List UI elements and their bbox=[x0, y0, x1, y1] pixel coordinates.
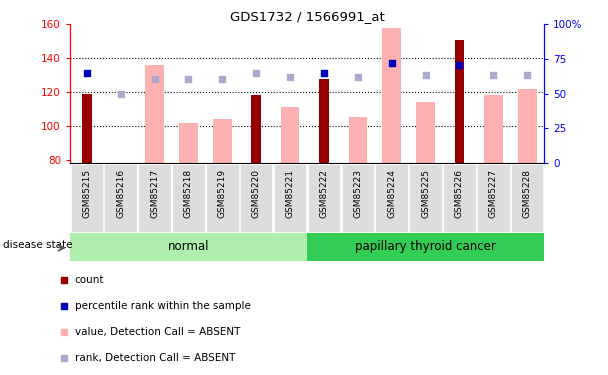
FancyBboxPatch shape bbox=[511, 164, 544, 232]
Point bbox=[421, 72, 430, 78]
Point bbox=[455, 62, 465, 68]
Bar bbox=[319, 78, 329, 163]
Text: GSM85219: GSM85219 bbox=[218, 169, 227, 218]
Text: GSM85223: GSM85223 bbox=[353, 169, 362, 217]
Text: count: count bbox=[75, 274, 105, 285]
Bar bbox=[518, 88, 536, 163]
Bar bbox=[213, 119, 232, 163]
FancyBboxPatch shape bbox=[274, 164, 306, 232]
Point bbox=[353, 74, 363, 80]
Point bbox=[522, 72, 532, 78]
Point bbox=[488, 72, 498, 78]
Bar bbox=[281, 107, 299, 163]
Text: papillary thyroid cancer: papillary thyroid cancer bbox=[355, 240, 496, 253]
Title: GDS1732 / 1566991_at: GDS1732 / 1566991_at bbox=[230, 10, 384, 23]
Point bbox=[285, 74, 295, 80]
Text: disease state: disease state bbox=[4, 240, 73, 250]
Text: GSM85218: GSM85218 bbox=[184, 169, 193, 218]
FancyBboxPatch shape bbox=[105, 164, 137, 232]
Text: value, Detection Call = ABSENT: value, Detection Call = ABSENT bbox=[75, 327, 240, 337]
FancyBboxPatch shape bbox=[307, 232, 544, 261]
Text: normal: normal bbox=[168, 240, 209, 253]
Text: rank, Detection Call = ABSENT: rank, Detection Call = ABSENT bbox=[75, 353, 235, 363]
Bar bbox=[416, 102, 435, 163]
Text: GSM85227: GSM85227 bbox=[489, 169, 498, 217]
Point bbox=[184, 75, 193, 81]
Bar bbox=[382, 28, 401, 163]
Text: GSM85228: GSM85228 bbox=[523, 169, 532, 217]
Bar bbox=[455, 40, 465, 163]
FancyBboxPatch shape bbox=[409, 164, 442, 232]
FancyBboxPatch shape bbox=[206, 164, 238, 232]
Point bbox=[218, 75, 227, 81]
Point bbox=[251, 70, 261, 76]
FancyBboxPatch shape bbox=[70, 232, 307, 261]
FancyBboxPatch shape bbox=[240, 164, 272, 232]
Point bbox=[319, 70, 329, 76]
Point bbox=[387, 60, 396, 66]
Text: GSM85216: GSM85216 bbox=[116, 169, 125, 218]
FancyBboxPatch shape bbox=[71, 164, 103, 232]
FancyBboxPatch shape bbox=[308, 164, 340, 232]
Bar bbox=[348, 117, 367, 163]
Point bbox=[82, 70, 92, 76]
Bar bbox=[145, 65, 164, 163]
FancyBboxPatch shape bbox=[376, 164, 408, 232]
FancyBboxPatch shape bbox=[172, 164, 205, 232]
Text: GSM85224: GSM85224 bbox=[387, 169, 396, 217]
Text: GSM85217: GSM85217 bbox=[150, 169, 159, 218]
Point bbox=[116, 91, 126, 97]
FancyBboxPatch shape bbox=[342, 164, 374, 232]
Bar bbox=[82, 94, 92, 163]
Text: GSM85220: GSM85220 bbox=[252, 169, 261, 217]
Text: GSM85215: GSM85215 bbox=[82, 169, 91, 218]
Point bbox=[349, 243, 359, 249]
Bar bbox=[252, 96, 261, 163]
FancyBboxPatch shape bbox=[443, 164, 475, 232]
Text: percentile rank within the sample: percentile rank within the sample bbox=[75, 301, 250, 311]
Text: GSM85222: GSM85222 bbox=[319, 169, 328, 217]
Bar bbox=[484, 96, 503, 163]
Text: GSM85225: GSM85225 bbox=[421, 169, 430, 217]
Point bbox=[349, 4, 359, 10]
Text: GSM85221: GSM85221 bbox=[286, 169, 295, 217]
FancyBboxPatch shape bbox=[139, 164, 171, 232]
Point bbox=[150, 75, 159, 81]
Text: GSM85226: GSM85226 bbox=[455, 169, 464, 217]
Bar bbox=[179, 123, 198, 163]
FancyBboxPatch shape bbox=[477, 164, 510, 232]
